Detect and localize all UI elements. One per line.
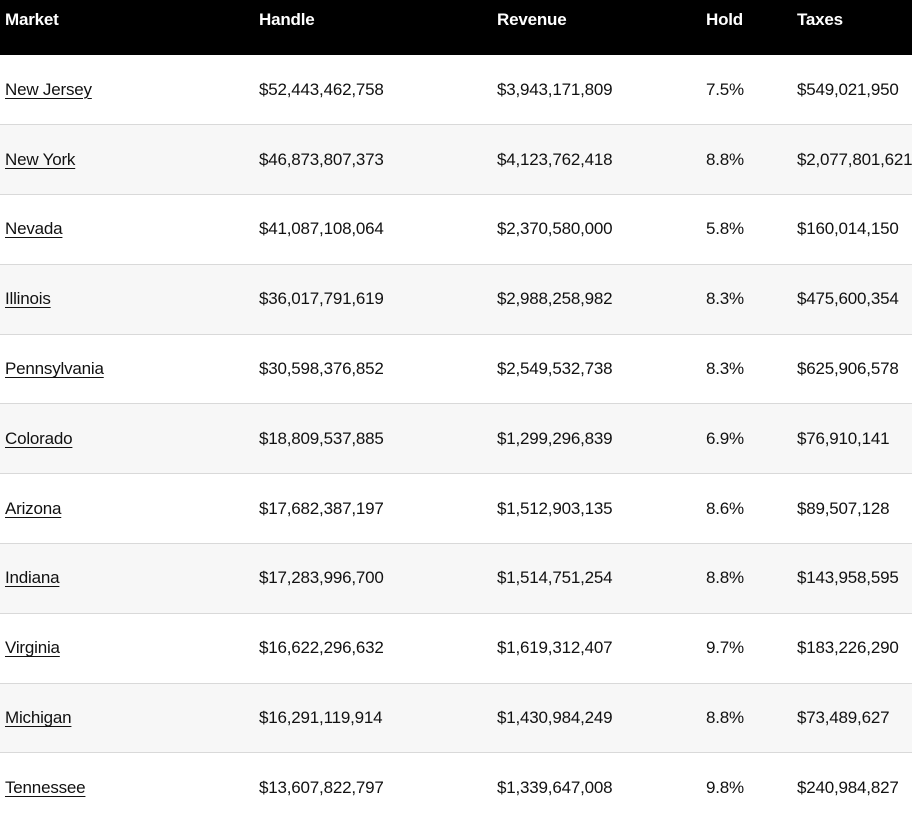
taxes-cell: $240,984,827: [797, 752, 912, 813]
market-link[interactable]: Michigan: [5, 708, 72, 728]
taxes-cell: $2,077,801,621: [797, 124, 912, 195]
taxes-cell: $160,014,150: [797, 194, 912, 265]
revenue-cell: $1,299,296,839: [497, 403, 706, 474]
market-link[interactable]: Nevada: [5, 219, 63, 239]
hold-cell: 8.3%: [706, 263, 797, 335]
column-header-taxes: Taxes: [797, 10, 843, 29]
taxes-cell: $183,226,290: [797, 612, 912, 684]
market-link[interactable]: Tennessee: [5, 778, 86, 798]
market-link[interactable]: Arizona: [5, 498, 62, 518]
handle-cell: $41,087,108,064: [259, 194, 497, 265]
market-cell: Virginia: [0, 612, 259, 684]
revenue-cell: $2,549,532,738: [497, 333, 706, 404]
revenue-cell: $3,943,171,809: [497, 79, 613, 99]
revenue-cell: $2,988,258,982: [497, 263, 706, 335]
handle-cell: $36,017,791,619: [259, 263, 497, 335]
table-row: Michigan $16,291,119,914 $1,430,984,249 8.8…: [0, 682, 912, 753]
hold-cell: 8.8%: [706, 682, 797, 753]
table-row: New York $46,873,807,373 $4,123,762,418 8.8…: [0, 124, 912, 195]
market-link[interactable]: New Jersey: [5, 79, 92, 99]
table-row: Illinois $36,017,791,619 $2,988,258,982 8.3…: [0, 263, 912, 335]
table-row: Colorado $18,809,537,885 $1,299,296,839 6.9…: [0, 403, 912, 474]
market-cell: Indiana: [0, 543, 259, 614]
taxes-cell: $625,906,578: [797, 333, 912, 404]
hold-cell: 8.6%: [706, 473, 797, 544]
taxes-cell: $73,489,627: [797, 682, 912, 753]
market-cell: Pennsylvania: [0, 333, 259, 404]
table-row: Arizona $17,682,387,197 $1,512,903,135 8.6%…: [0, 473, 912, 544]
hold-cell: 8.3%: [706, 333, 797, 404]
handle-cell: $17,682,387,197: [259, 473, 497, 544]
market-cell: New York: [0, 124, 259, 195]
market-link[interactable]: Illinois: [5, 289, 51, 309]
handle-cell: $52,443,462,758: [259, 79, 384, 99]
table-row: Tennessee $13,607,822,797 $1,339,647,008 9.…: [0, 752, 912, 813]
market-cell: Illinois: [0, 263, 259, 335]
hold-cell: 8.8%: [706, 543, 797, 614]
handle-cell: $30,598,376,852: [259, 333, 497, 404]
market-cell: New Jersey: [0, 55, 259, 125]
hold-cell: 5.8%: [706, 194, 797, 265]
revenue-cell: $1,430,984,249: [497, 682, 706, 753]
table-row: Indiana $17,283,996,700 $1,514,751,254 8.8%…: [0, 543, 912, 614]
table-body: New Jersey $52,443,462,758 $3,943,171,809 7…: [0, 55, 912, 813]
table-row: Pennsylvania $30,598,376,852 $2,549,532,73…: [0, 333, 912, 404]
market-cell: Arizona: [0, 473, 259, 544]
revenue-cell: $4,123,762,418: [497, 124, 706, 195]
revenue-cell: $1,339,647,008: [497, 752, 706, 813]
handle-cell: $13,607,822,797: [259, 752, 497, 813]
handle-cell: $16,622,296,632: [259, 612, 497, 684]
market-link[interactable]: New York: [5, 149, 76, 169]
revenue-cell: $1,619,312,407: [497, 612, 706, 684]
market-cell: Nevada: [0, 194, 259, 265]
taxes-cell: $76,910,141: [797, 403, 912, 474]
market-cell: Colorado: [0, 403, 259, 474]
column-header-hold: Hold: [706, 10, 743, 29]
hold-cell: 8.8%: [706, 124, 797, 195]
market-cell: Tennessee: [0, 752, 259, 813]
market-link[interactable]: Virginia: [5, 638, 60, 658]
revenue-cell: $2,370,580,000: [497, 194, 706, 265]
hold-cell: 9.7%: [706, 612, 797, 684]
market-link[interactable]: Colorado: [5, 428, 73, 448]
taxes-cell: $89,507,128: [797, 473, 912, 544]
handle-cell: $17,283,996,700: [259, 543, 497, 614]
column-header-revenue: Revenue: [497, 10, 567, 29]
table-row: New Jersey $52,443,462,758 $3,943,171,809 7…: [0, 55, 912, 125]
table-row: Virginia $16,622,296,632 $1,619,312,407 9.7…: [0, 612, 912, 684]
header-row: Market Handle Revenue Hold Taxes: [0, 0, 912, 55]
column-header-handle: Handle: [259, 10, 315, 29]
taxes-cell: $143,958,595: [797, 543, 912, 614]
handle-cell: $18,809,537,885: [259, 403, 497, 474]
market-link[interactable]: Pennsylvania: [5, 359, 104, 379]
column-header-market: Market: [5, 10, 59, 29]
market-link[interactable]: Indiana: [5, 568, 60, 588]
revenue-cell: $1,514,751,254: [497, 543, 706, 614]
handle-cell: $46,873,807,373: [259, 124, 497, 195]
revenue-cell: $1,512,903,135: [497, 473, 706, 544]
taxes-cell: $549,021,950: [797, 79, 899, 99]
taxes-cell: $475,600,354: [797, 263, 912, 335]
hold-cell: 7.5%: [706, 79, 744, 99]
market-cell: Michigan: [0, 682, 259, 753]
handle-cell: $16,291,119,914: [259, 682, 497, 753]
hold-cell: 9.8%: [706, 752, 797, 813]
table-row: Nevada $41,087,108,064 $2,370,580,000 5.8% $…: [0, 194, 912, 265]
hold-cell: 6.9%: [706, 403, 797, 474]
